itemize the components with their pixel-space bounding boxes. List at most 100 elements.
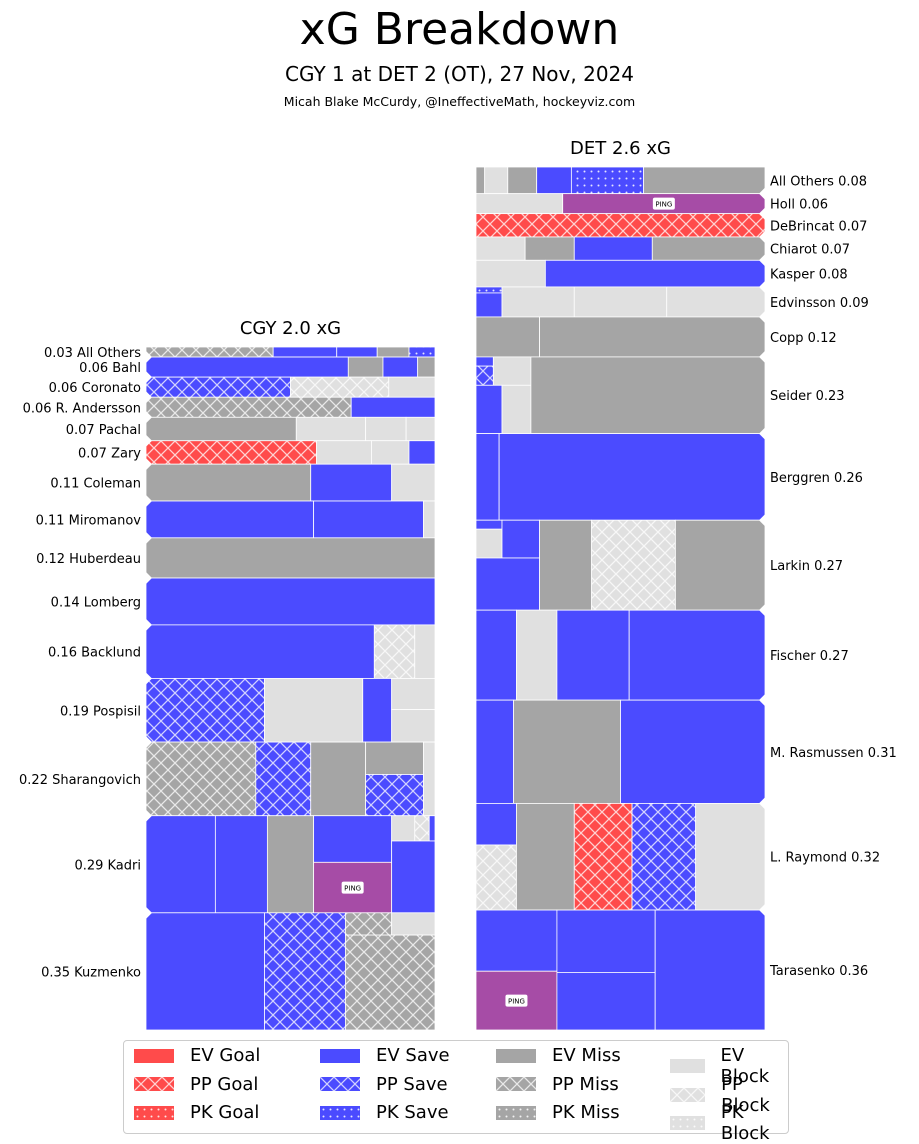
legend-swatch (134, 1077, 174, 1091)
legend-label: PP Block (721, 1073, 770, 1116)
shot-block-ev-save (544, 259, 766, 288)
shot-block-pp-block (475, 844, 517, 911)
shot-block-ev-save (145, 624, 375, 679)
legend-item-pp-miss: PP Miss (496, 1074, 619, 1095)
shot-block-ev-save (475, 803, 517, 846)
shot-block-pp-save (631, 803, 697, 911)
shot-block-ev-miss (530, 356, 766, 434)
shot-block-ev-block (295, 416, 367, 442)
shot-block-ev-block (391, 463, 436, 502)
player-row: Larkin 0.27 (475, 514, 843, 611)
shot-block-ev-block (475, 236, 526, 261)
shot-block-ev-block (516, 609, 558, 701)
shot-block-pk-save (408, 346, 436, 358)
shot-block-pk-save (570, 166, 645, 195)
shot-block-ev-miss (145, 416, 297, 442)
det-panel-title: DET 2.6 xG (570, 138, 671, 159)
shot-block-ev-save (408, 440, 436, 465)
legend-swatch (320, 1048, 360, 1063)
shot-block-ev-save (145, 815, 216, 914)
row-notch (146, 391, 152, 404)
shot-block-ev-save (382, 356, 419, 378)
legend-label: EV Block (720, 1045, 770, 1087)
shot-block-pp-miss (345, 934, 436, 1031)
player-row: L. Raymond 0.32 (475, 797, 880, 911)
player-label: 0.16 Backlund (48, 646, 141, 661)
shot-block-pp-save (145, 376, 291, 398)
shot-block-ev-block (405, 416, 436, 442)
player-label: 0.29 Kadri (74, 858, 141, 873)
shot-block-ev-save (475, 519, 503, 530)
shot-block-ev-save (145, 577, 436, 626)
shot-block-ev-block (414, 624, 436, 679)
ping-label: PING (508, 998, 525, 1006)
shot-block-ev-miss (507, 166, 538, 195)
shot-block-pk-save (475, 286, 503, 294)
shot-block-ev-miss (513, 699, 621, 804)
shot-block-ev-save (536, 166, 572, 195)
ping-badge (652, 197, 675, 210)
shot-block-ev-save (145, 500, 315, 539)
player-row: 0.12 Huberdeau (36, 531, 436, 579)
shot-block-pp-block (591, 519, 676, 611)
player-row: All Others 0.08 (475, 166, 867, 195)
legend-label: PP Miss (552, 1073, 619, 1095)
shot-block-ev-miss (376, 346, 410, 358)
shot-block-ev-miss (643, 166, 766, 195)
shot-block-ev-save (313, 815, 393, 863)
row-notch (759, 427, 765, 440)
shot-block-ev-miss (145, 463, 312, 502)
shot-block-ev-save (501, 519, 540, 559)
shot-block-ev-block (666, 286, 766, 318)
player-label: Copp 0.12 (770, 331, 837, 346)
cgy-panel-title: CGY 2.0 xG (240, 318, 341, 339)
shot-block-ev-save (272, 346, 338, 358)
shot-block-ev-save (350, 396, 436, 418)
player-row: Seider 0.23 (475, 350, 845, 434)
legend-item-ev-block: EV Block (670, 1045, 788, 1087)
legend-label: PK Save (376, 1102, 449, 1123)
shot-block-ev-save (475, 557, 540, 611)
legend-label: PK Goal (190, 1102, 260, 1123)
shot-block-ev-block (492, 356, 532, 386)
legend-swatch (320, 1077, 360, 1091)
shot-block-ev-block (423, 741, 436, 817)
row-notch (759, 254, 765, 267)
player-row: 0.06 Coronato (49, 371, 436, 398)
shot-block-ev-save (620, 699, 766, 804)
shot-block-ev-save (556, 909, 656, 973)
player-label: 0.06 R. Andersson (23, 401, 141, 416)
row-notch (146, 809, 152, 822)
shot-block-ev-block (695, 803, 766, 911)
row-notch (759, 604, 765, 617)
shot-block-ev-block (391, 912, 436, 936)
legend-item-pk-save: PK Save (320, 1102, 449, 1123)
player-label: Berggren 0.26 (770, 471, 863, 486)
shot-block-ev-block (475, 193, 564, 215)
player-row: Berggren 0.26 (475, 427, 863, 521)
legend-swatch (320, 1105, 360, 1120)
shot-block-ev-miss (365, 741, 424, 775)
player-label: 0.06 Bahl (79, 361, 141, 376)
shot-block-ev-save (214, 815, 268, 914)
row-notch (146, 411, 152, 424)
shot-block-ev-save (498, 433, 766, 521)
shot-block-ev-block (388, 376, 436, 398)
shot-block-ev-miss (539, 316, 766, 358)
row-notch (146, 672, 152, 685)
legend-item-pk-goal: PK Goal (134, 1102, 259, 1123)
legend-swatch (496, 1048, 536, 1063)
player-label: 0.19 Pospisil (60, 704, 141, 719)
shot-block-ev-save (313, 500, 424, 539)
row-notch (759, 310, 765, 323)
legend-swatch (134, 1048, 174, 1063)
player-row: 0.16 Backlund (48, 618, 436, 679)
shot-block-ev-save (362, 678, 393, 743)
legend-label: EV Miss (552, 1045, 621, 1066)
row-notch (759, 207, 765, 220)
shot-block-ev-block (484, 166, 509, 195)
legend-swatch (134, 1105, 174, 1120)
legend-label: PP Save (376, 1073, 448, 1095)
shot-block-ev-save (573, 236, 653, 261)
